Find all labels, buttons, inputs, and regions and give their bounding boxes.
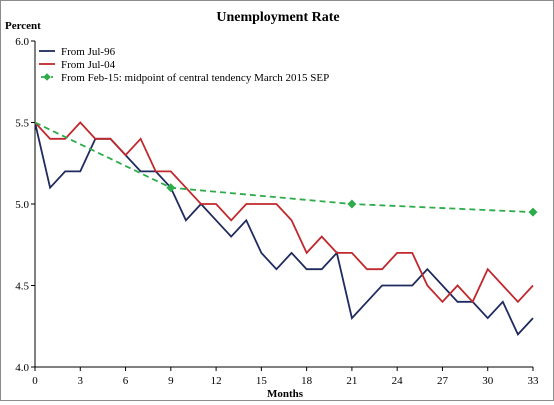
- y-tick-label: 5.0: [15, 199, 29, 211]
- x-tick-label: 30: [482, 375, 494, 387]
- chart-title: Unemployment Rate: [216, 10, 339, 25]
- x-tick-label: 27: [437, 375, 449, 387]
- y-tick-label: 6.0: [15, 36, 29, 48]
- x-axis-label: Months: [267, 388, 304, 400]
- series-line-2: [34, 121, 534, 304]
- x-tick-label: 3: [78, 375, 84, 387]
- y-axis-label: Percent: [5, 20, 41, 32]
- legend-label-1: From Jul-96: [61, 46, 116, 58]
- x-tick-label: 24: [392, 375, 404, 387]
- y-tick-label: 5.5: [15, 118, 29, 130]
- x-tick-label: 12: [211, 375, 222, 387]
- legend-label-2: From Jul-04: [61, 59, 116, 71]
- y-tick-label: 4.5: [15, 281, 29, 293]
- x-tick-label: 15: [256, 375, 268, 387]
- y-tick-label: 4.0: [15, 362, 29, 374]
- x-tick-label: 21: [346, 375, 357, 387]
- series-line-3: [34, 121, 534, 214]
- series-point-marker: [347, 199, 357, 209]
- x-tick-label: 0: [32, 375, 38, 387]
- series-line-1: [34, 122, 534, 336]
- x-tick-label: 6: [123, 375, 129, 387]
- x-tick-label: 33: [528, 375, 540, 387]
- x-tick-label: 18: [301, 375, 313, 387]
- legend-label-3: From Feb-15: midpoint of central tendenc…: [61, 72, 329, 84]
- legend-marker-diamond: [43, 73, 51, 81]
- x-tick-label: 9: [168, 375, 174, 387]
- series-point-marker: [528, 207, 538, 217]
- series-point-marker: [166, 183, 176, 193]
